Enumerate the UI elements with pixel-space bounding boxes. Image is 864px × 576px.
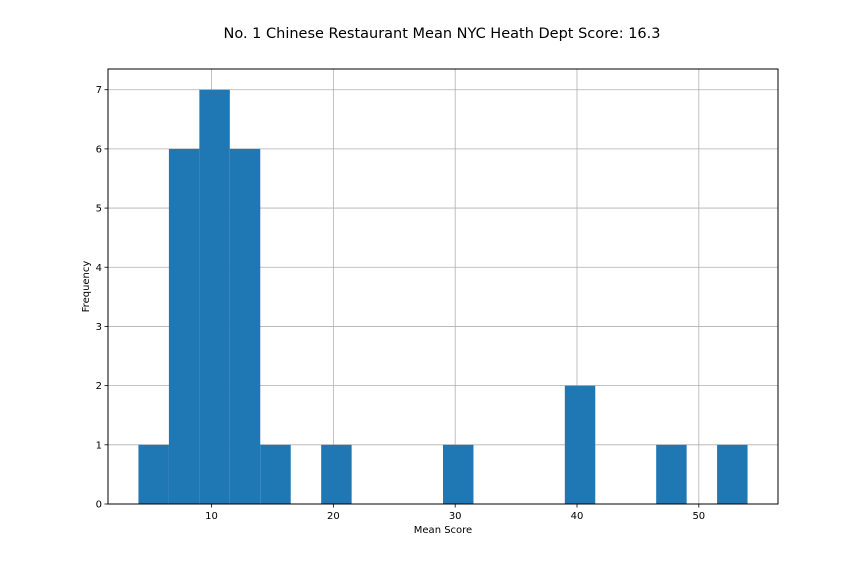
x-tick-label: 10 [205,511,218,522]
histogram-bar [199,89,230,504]
x-tick-label: 50 [692,511,705,522]
histogram-bar [717,444,748,504]
y-axis-label: Frequency [81,261,92,313]
y-tick-label: 2 [96,381,102,392]
y-tick-label: 0 [96,500,102,511]
histogram-bars [138,89,748,505]
plot-frame [107,68,779,505]
axis-ticks: 10 20 30 40 50 0 1 2 3 4 5 6 7 [96,85,706,522]
y-tick-label: 3 [96,322,102,333]
y-tick-label: 1 [96,440,102,451]
histogram-bar [564,385,596,504]
chart-title: No. 1 Chinese Restaurant Mean NYC Heath … [223,26,661,42]
histogram-bar [656,444,687,504]
histogram-bar [260,444,291,504]
x-tick-label: 40 [571,511,584,522]
histogram-bar [168,148,200,505]
y-tick-label: 4 [96,263,102,274]
x-axis-label: Mean Score [414,525,472,536]
histogram-bar [443,444,474,504]
x-tick-label: 30 [449,511,462,522]
y-tick-label: 5 [96,204,102,215]
y-tick-label: 7 [96,85,102,96]
histogram-bar [229,148,261,505]
x-tick-label: 20 [327,511,340,522]
y-tick-label: 6 [96,144,102,155]
histogram-bar [138,444,169,504]
histogram-bar [321,444,352,504]
